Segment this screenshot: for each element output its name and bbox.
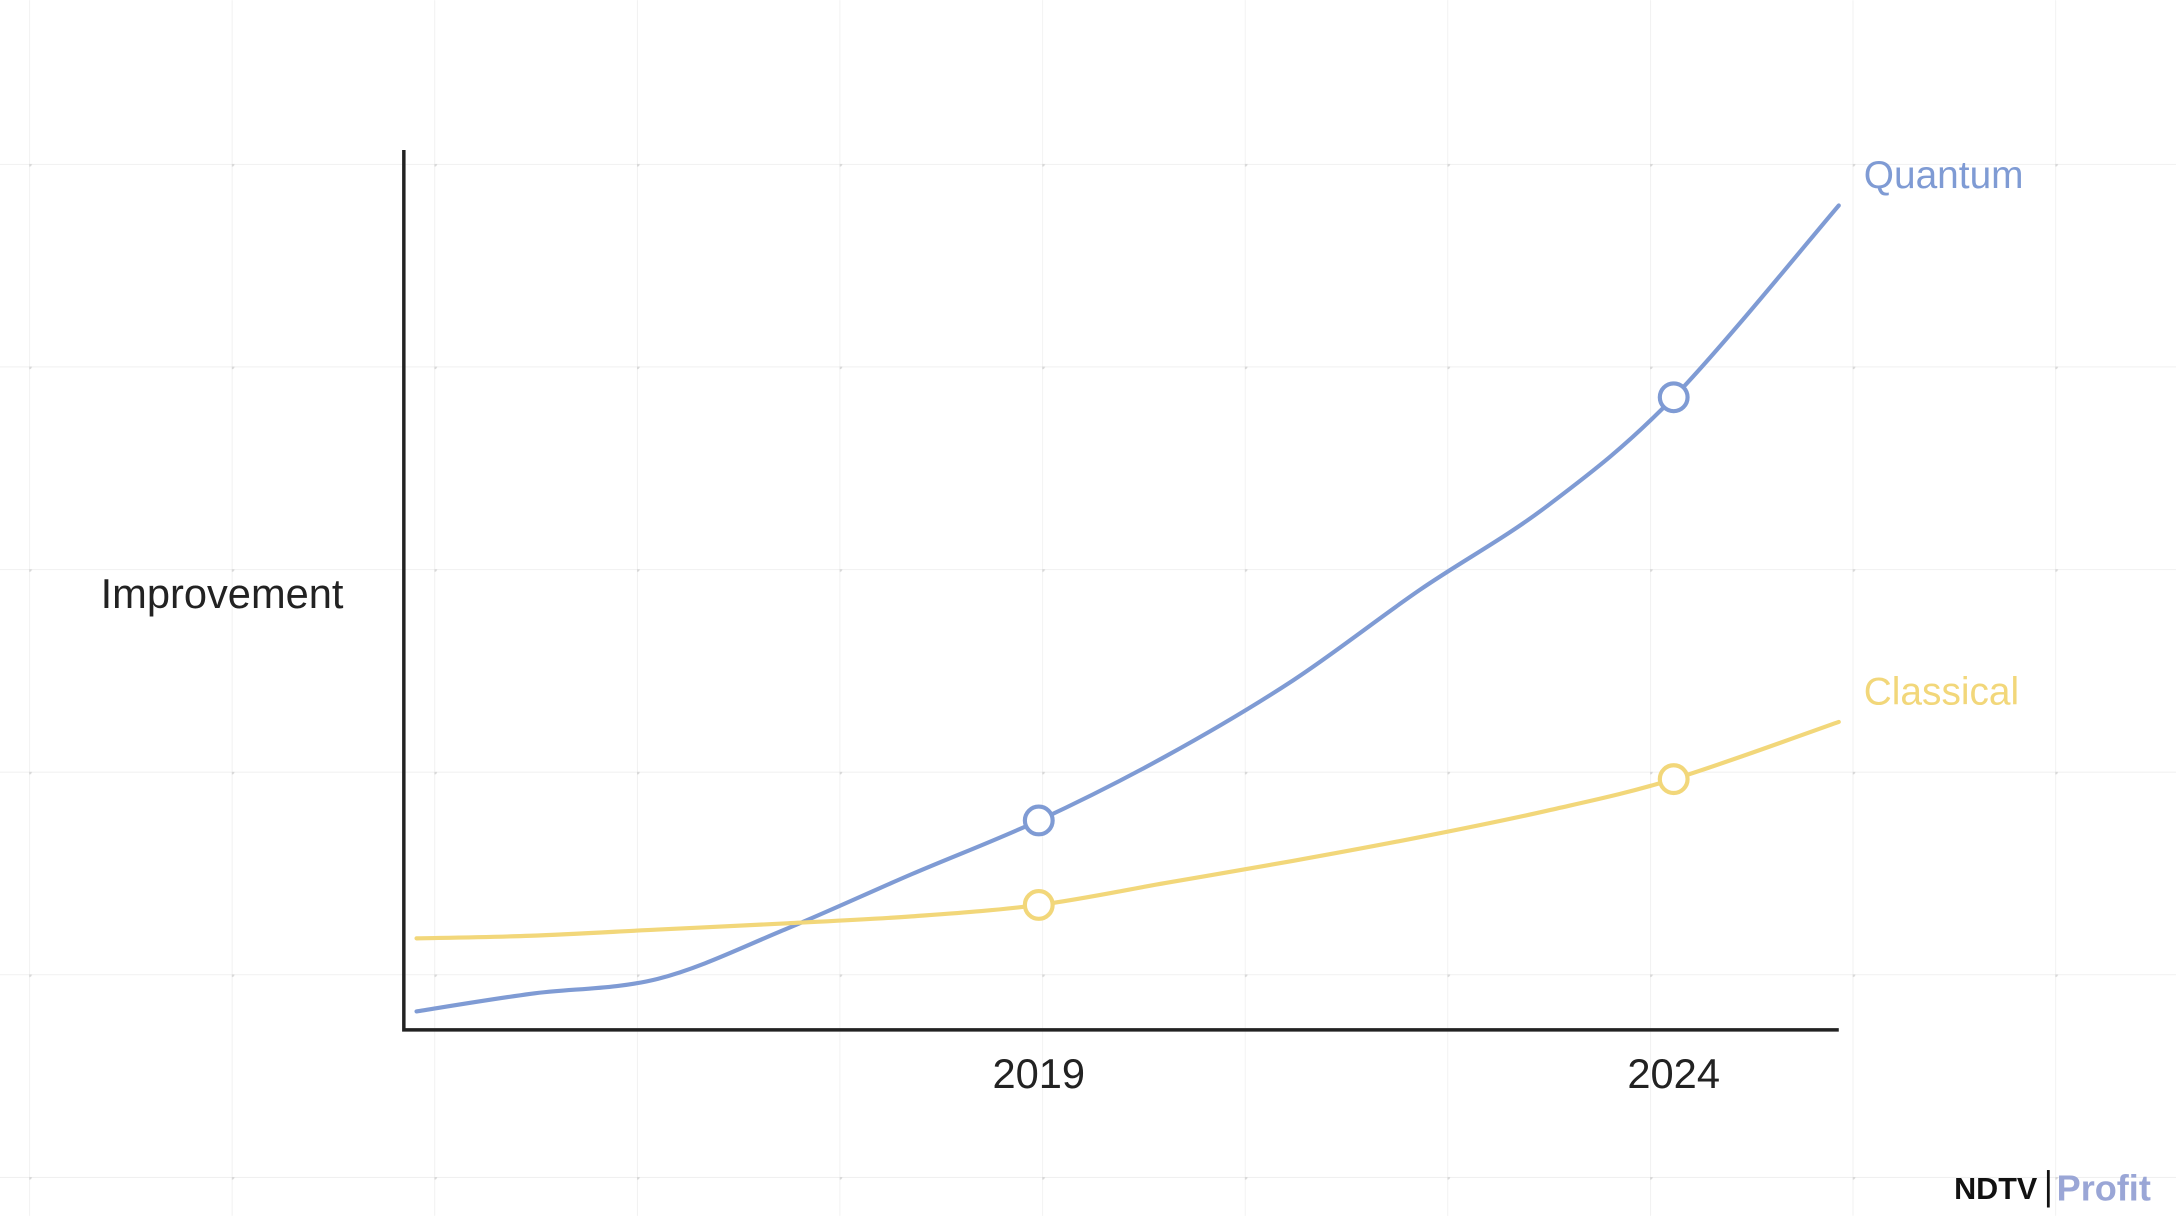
y-axis-label: Improvement bbox=[101, 570, 344, 617]
series-line bbox=[414, 203, 1841, 1014]
watermark-product: Profit bbox=[2057, 1167, 2151, 1208]
series-line bbox=[414, 719, 1841, 941]
point-marker bbox=[1657, 763, 1690, 796]
series-label: Classical bbox=[1864, 670, 2019, 713]
plot: 2019 2024 Quantum Classical bbox=[402, 150, 2024, 1097]
series-label: Quantum bbox=[1864, 154, 2024, 197]
point-marker bbox=[1022, 888, 1055, 921]
point-marker bbox=[1022, 804, 1055, 837]
axes bbox=[402, 150, 1839, 1032]
x-tick-label: 2024 bbox=[1627, 1050, 1720, 1097]
point-marker bbox=[1657, 381, 1690, 414]
watermark: NDTV Profit bbox=[1954, 1167, 2151, 1208]
watermark-brand: NDTV bbox=[1954, 1172, 2038, 1206]
x-tick-label: 2019 bbox=[992, 1050, 1085, 1097]
